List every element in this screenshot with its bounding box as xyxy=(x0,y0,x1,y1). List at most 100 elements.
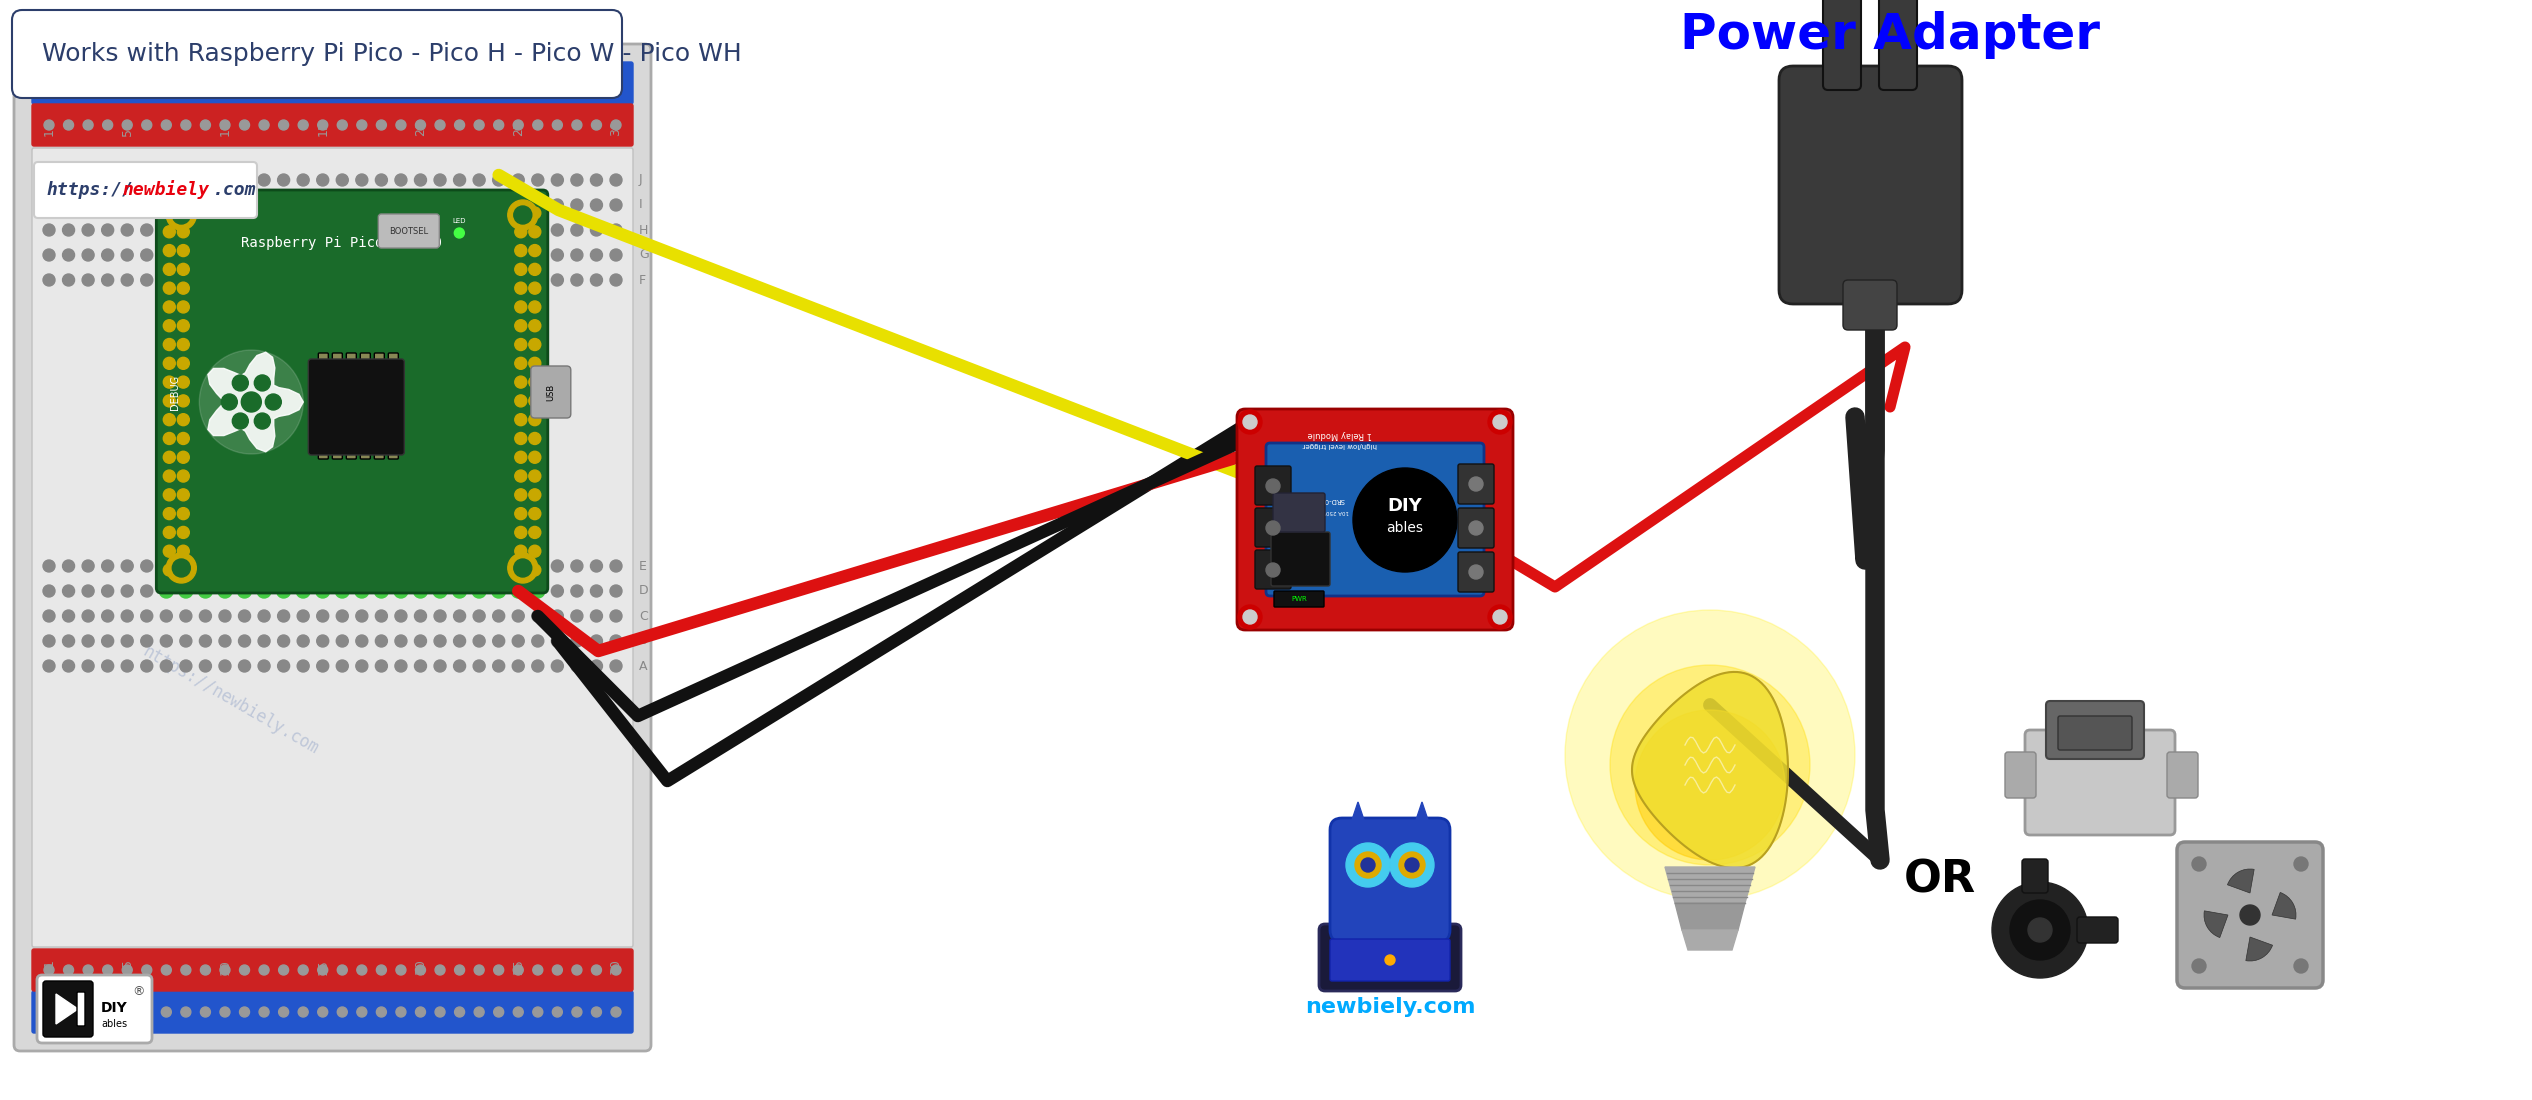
Polygon shape xyxy=(208,352,304,452)
Circle shape xyxy=(142,585,152,597)
Circle shape xyxy=(532,78,542,88)
Circle shape xyxy=(473,965,484,975)
Circle shape xyxy=(334,273,349,287)
Circle shape xyxy=(572,78,582,88)
Circle shape xyxy=(43,560,56,572)
Circle shape xyxy=(1243,610,1256,624)
Text: 25: 25 xyxy=(511,120,524,136)
Circle shape xyxy=(436,120,446,130)
Circle shape xyxy=(415,635,425,647)
Polygon shape xyxy=(1413,802,1433,832)
Circle shape xyxy=(514,507,527,519)
Circle shape xyxy=(357,965,367,975)
Circle shape xyxy=(357,174,367,186)
Circle shape xyxy=(258,610,271,621)
Circle shape xyxy=(279,635,289,647)
Circle shape xyxy=(529,376,542,388)
Circle shape xyxy=(142,224,152,236)
Circle shape xyxy=(81,274,94,286)
Text: 1: 1 xyxy=(43,128,56,136)
Circle shape xyxy=(180,660,192,672)
FancyBboxPatch shape xyxy=(1256,550,1291,588)
Circle shape xyxy=(529,395,542,407)
Circle shape xyxy=(532,660,544,672)
Circle shape xyxy=(552,78,562,88)
Circle shape xyxy=(1469,565,1484,579)
Circle shape xyxy=(279,610,289,621)
Circle shape xyxy=(241,965,251,975)
Circle shape xyxy=(1347,843,1390,887)
Circle shape xyxy=(180,174,192,186)
Text: 20: 20 xyxy=(415,120,428,136)
FancyBboxPatch shape xyxy=(387,449,398,459)
Circle shape xyxy=(552,224,562,236)
Circle shape xyxy=(453,610,466,621)
Circle shape xyxy=(570,610,582,621)
Circle shape xyxy=(471,559,486,573)
Circle shape xyxy=(491,223,506,236)
Circle shape xyxy=(590,249,603,261)
Circle shape xyxy=(375,248,387,262)
Circle shape xyxy=(160,248,172,262)
FancyBboxPatch shape xyxy=(15,44,651,1050)
Circle shape xyxy=(2193,857,2205,871)
Circle shape xyxy=(337,199,349,211)
Circle shape xyxy=(241,1006,251,1018)
Circle shape xyxy=(511,660,524,672)
Circle shape xyxy=(552,965,562,975)
Circle shape xyxy=(357,1006,367,1018)
Circle shape xyxy=(218,174,230,186)
Circle shape xyxy=(43,585,56,597)
Circle shape xyxy=(316,660,329,672)
Circle shape xyxy=(122,965,132,975)
Circle shape xyxy=(200,965,210,975)
Circle shape xyxy=(552,249,562,261)
Circle shape xyxy=(160,273,172,287)
Circle shape xyxy=(494,120,504,130)
Circle shape xyxy=(316,965,327,975)
Circle shape xyxy=(590,560,603,572)
Text: H: H xyxy=(638,223,648,236)
Circle shape xyxy=(63,660,73,672)
Circle shape xyxy=(529,546,542,558)
Circle shape xyxy=(1243,415,1256,429)
Text: DIY: DIY xyxy=(1388,497,1423,515)
Circle shape xyxy=(473,120,484,130)
Circle shape xyxy=(241,392,261,412)
Circle shape xyxy=(220,394,238,410)
Circle shape xyxy=(1266,478,1281,493)
Circle shape xyxy=(473,660,486,672)
Text: 20: 20 xyxy=(415,959,428,975)
Circle shape xyxy=(2294,857,2309,871)
Circle shape xyxy=(81,660,94,672)
Circle shape xyxy=(453,199,466,211)
Circle shape xyxy=(610,585,623,597)
Circle shape xyxy=(337,965,347,975)
Text: E: E xyxy=(638,560,646,572)
Circle shape xyxy=(415,1006,425,1018)
Circle shape xyxy=(218,248,233,262)
Circle shape xyxy=(1489,605,1512,629)
FancyBboxPatch shape xyxy=(309,359,405,455)
FancyBboxPatch shape xyxy=(2059,716,2132,750)
Circle shape xyxy=(316,199,329,211)
Circle shape xyxy=(142,635,152,647)
Circle shape xyxy=(592,78,603,88)
Circle shape xyxy=(354,559,370,573)
Circle shape xyxy=(180,223,192,236)
Circle shape xyxy=(162,564,175,576)
Circle shape xyxy=(258,223,271,236)
Circle shape xyxy=(296,559,311,573)
Circle shape xyxy=(81,249,94,261)
Circle shape xyxy=(258,273,271,287)
Circle shape xyxy=(433,273,448,287)
Circle shape xyxy=(532,223,544,236)
Circle shape xyxy=(514,527,527,538)
Circle shape xyxy=(180,120,190,130)
Circle shape xyxy=(433,610,446,621)
Circle shape xyxy=(142,965,152,975)
Circle shape xyxy=(552,274,562,286)
Circle shape xyxy=(529,244,542,256)
Circle shape xyxy=(258,174,271,186)
FancyBboxPatch shape xyxy=(1256,508,1291,547)
